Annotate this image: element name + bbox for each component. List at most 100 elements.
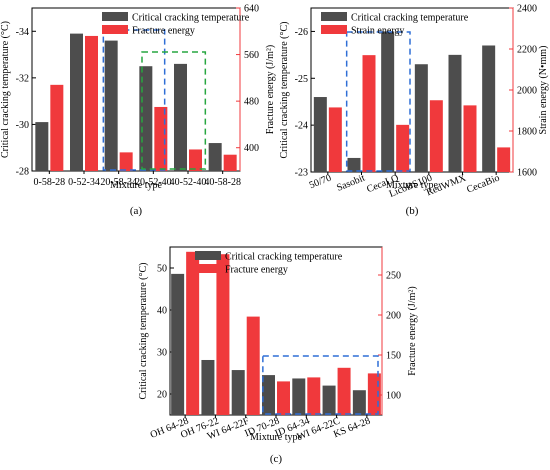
x-tick-label: 0-58-28 [33, 177, 65, 188]
legend-label-temperature: Critical cracking temperature [351, 13, 469, 24]
panel-label: (a) [130, 205, 143, 217]
highlight-box-green [141, 51, 207, 170]
bar-energy [223, 154, 237, 171]
left-tick-label: 50 [157, 264, 167, 275]
bar-energy [50, 84, 64, 171]
chart-panel-2: -23 -24 -25 -26 1600 1800 2000 2200 2400 50/70 Sas… [279, 4, 549, 218]
x-tick-label: 40-58-28 [204, 177, 241, 188]
legend-label-energy: Strain energy [351, 26, 404, 37]
left-tick-label: -34 [16, 27, 29, 38]
right-tick-label: 640 [244, 4, 259, 15]
legend-swatch-temperature [321, 12, 347, 21]
x-tick-label: 0-52-34 [68, 177, 100, 188]
x-tick-label: CecaBio [465, 173, 501, 196]
left-tick-label: -24 [295, 121, 308, 132]
left-tick-label: -32 [16, 73, 29, 84]
right-tick-label: 2400 [517, 4, 537, 15]
bar-energy [186, 251, 200, 415]
bar-energy [277, 381, 290, 415]
x-axis-label: Mixture type [386, 180, 438, 191]
right-tick-label: 400 [244, 143, 259, 154]
highlight-box-blue [262, 355, 379, 415]
legend-swatch-temperature [102, 12, 128, 21]
x-axis-label: Mixture type [250, 432, 302, 443]
legend-label-energy: Fracture energy [225, 265, 288, 276]
legend-swatch-energy [195, 264, 221, 273]
bar-temperature [231, 370, 245, 415]
left-tick-label: -30 [16, 120, 29, 131]
bar-temperature [70, 33, 83, 171]
legend-label-energy: Fracture energy [132, 26, 195, 37]
right-axis: 1600 1800 2000 2200 2400 [509, 4, 537, 179]
bar-energy [119, 152, 133, 171]
bar-temperature [292, 378, 306, 415]
y-left-label: Critical cracking temperature (°C) [0, 21, 11, 158]
legend-swatch-energy [102, 25, 128, 34]
bar-energy [362, 55, 376, 172]
left-tick-label: -23 [295, 168, 308, 179]
bar-energy [246, 316, 260, 415]
left-axis: -28 -30 -32 -34 [16, 27, 36, 178]
right-tick-label: 2000 [517, 86, 537, 97]
bar-temperature [414, 64, 428, 172]
bar-energy [85, 35, 98, 171]
panel-label: (b) [406, 205, 419, 217]
y-right-label: Fracture energy (J/m²) [265, 45, 276, 134]
y-right-label: Strain energy (N•mm) [538, 46, 549, 135]
bar-temperature [352, 390, 366, 415]
bar-temperature [174, 63, 187, 172]
left-tick-label: -28 [16, 167, 29, 178]
y-right-label: Fracture energy (J/m²) [407, 286, 418, 375]
legend: Critical cracking temperature Fracture en… [102, 12, 250, 37]
left-tick-label: -26 [295, 27, 308, 38]
bar-temperature [381, 31, 395, 172]
right-tick-label: 200 [386, 311, 401, 322]
panel-label: (c) [270, 453, 283, 465]
bar-temperature [448, 54, 462, 172]
right-tick-label: 250 [386, 271, 401, 282]
bar-temperature [35, 122, 49, 171]
bar-energy [216, 254, 230, 415]
bar-energy [497, 147, 511, 172]
right-tick-label: 480 [244, 97, 259, 108]
bar-energy [367, 373, 381, 415]
bar-temperature [313, 97, 327, 172]
x-tick-label: 20-52-40 [135, 177, 172, 188]
legend-label-temperature: Critical cracking temperature [225, 252, 343, 263]
right-tick-label: 150 [386, 351, 401, 362]
left-tick-label: 40 [157, 306, 167, 317]
bar-temperature [482, 45, 496, 172]
legend-swatch-temperature [195, 251, 221, 260]
right-axis: 400 480 560 640 [236, 4, 259, 171]
bar-temperature [322, 385, 336, 415]
x-tick-label: Sasobit [335, 173, 367, 194]
bar-temperature [171, 273, 185, 415]
right-axis: 100 150 200 250 [378, 247, 401, 415]
highlight-box-blue [102, 29, 166, 171]
bar-energy [189, 149, 202, 171]
bar-temperature [201, 359, 215, 415]
left-tick-label: -25 [295, 74, 308, 85]
right-tick-label: 1800 [517, 127, 537, 138]
legend-swatch-energy [321, 25, 347, 34]
y-left-label: Critical cracking temperature (°C) [279, 22, 290, 159]
bar-temperature [208, 143, 222, 171]
right-tick-label: 1600 [517, 168, 537, 179]
bar-temperature [104, 40, 118, 171]
legend: Critical cracking temperature Fracture en… [195, 251, 343, 276]
bar-energy [328, 107, 342, 172]
bar-temperature [262, 375, 275, 415]
bar-energy [396, 124, 410, 172]
bar-energy [429, 100, 443, 172]
y-left-label: Critical cracking temperature (°C) [138, 263, 149, 400]
x-tick-label: 20-58-34 [100, 177, 137, 188]
x-tick-label: 40-52-40 [170, 177, 207, 188]
x-axis-label: Mixture type [110, 180, 162, 191]
left-tick-label: 30 [157, 348, 167, 359]
right-tick-label: 100 [386, 391, 401, 402]
left-tick-label: 20 [157, 390, 167, 401]
bar-temperature [347, 157, 361, 172]
